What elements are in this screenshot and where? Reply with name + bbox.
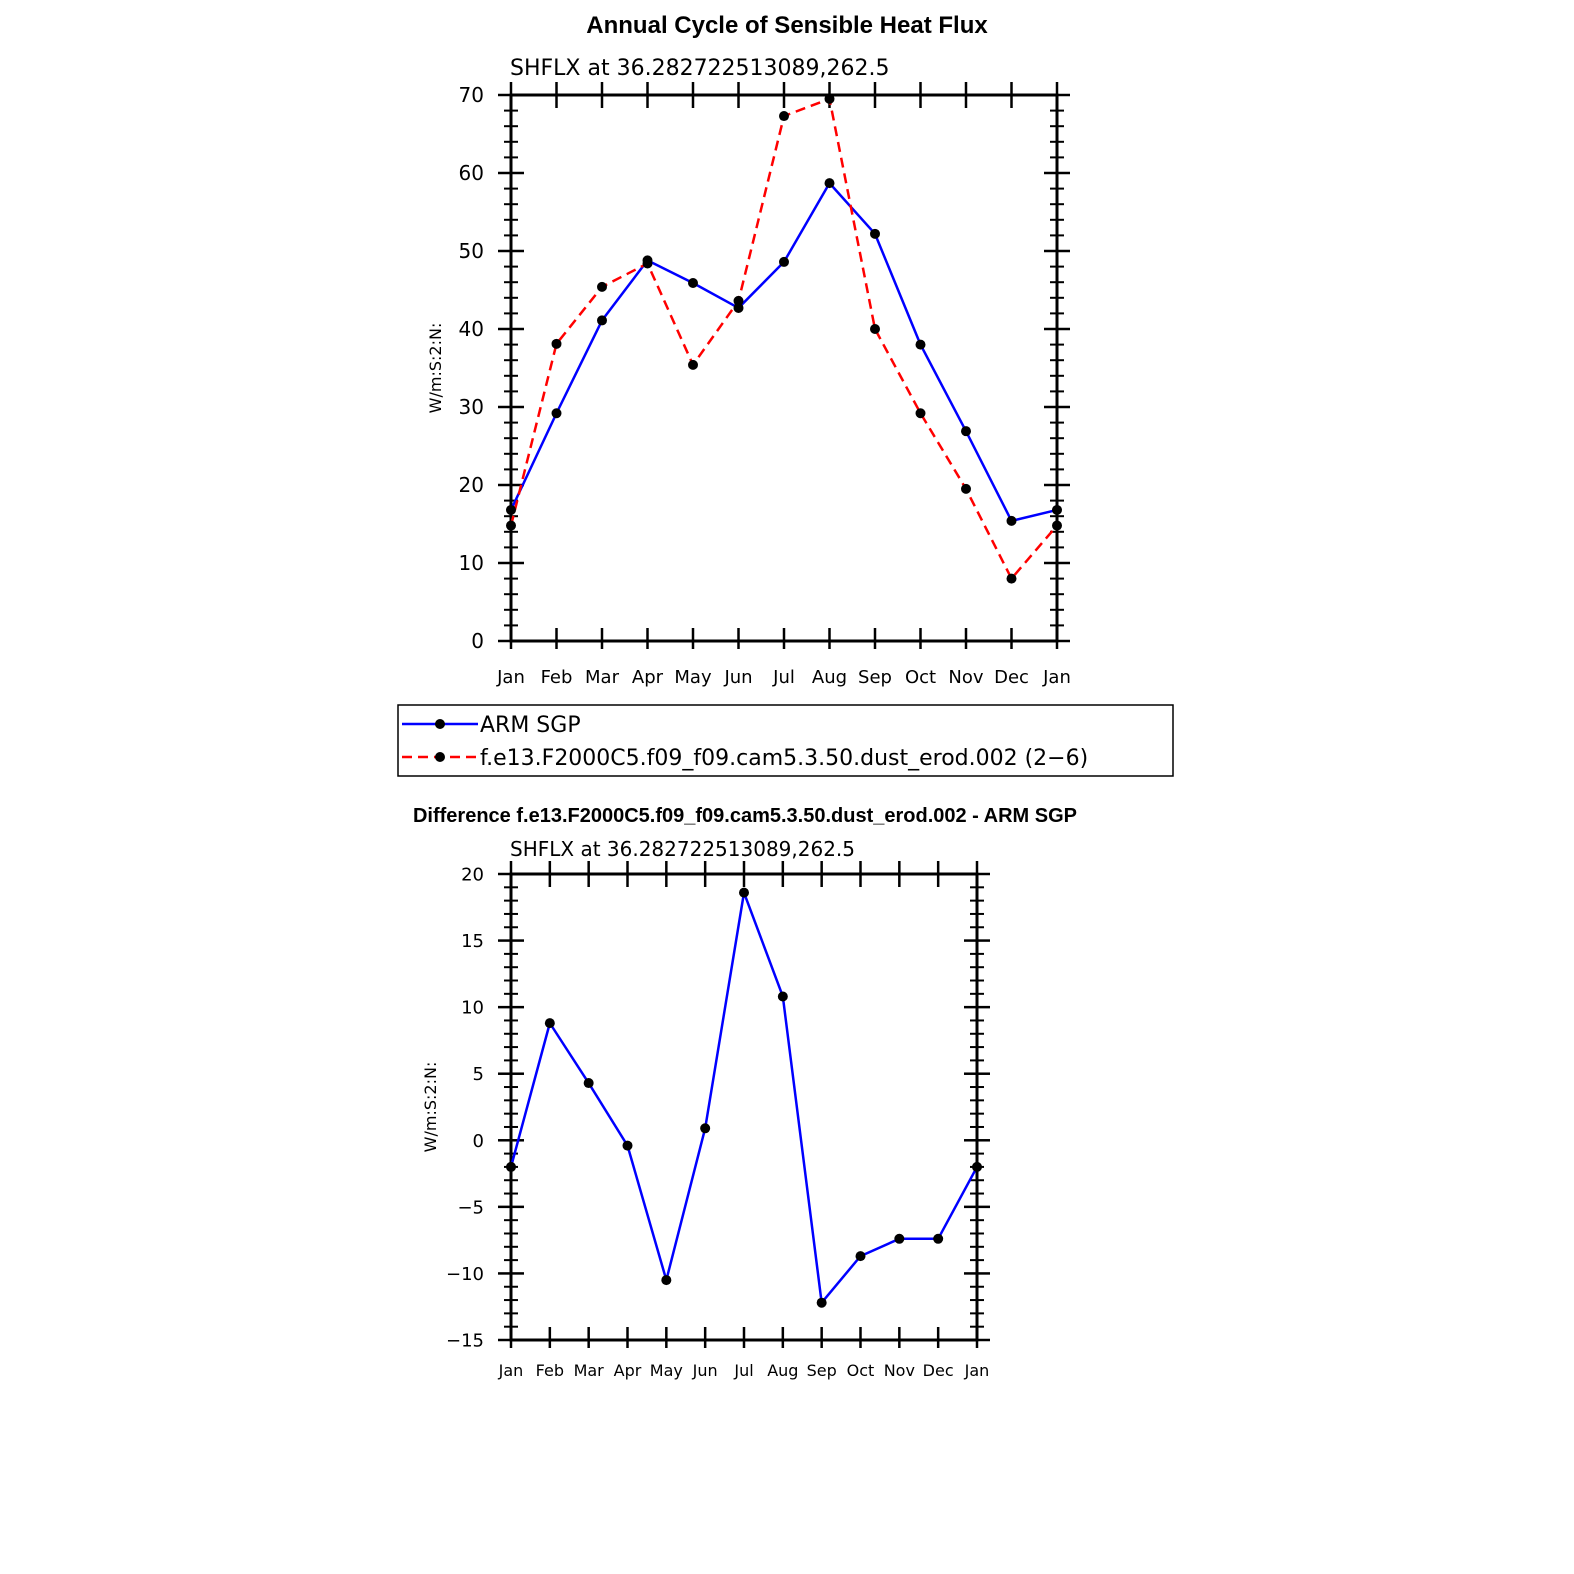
data-point [551, 408, 562, 419]
data-point [870, 228, 880, 239]
x-tick-label: Jan [1042, 667, 1071, 688]
chart1-plot-frame [509, 93, 1059, 643]
legend-frame [397, 704, 1174, 777]
data-point [551, 338, 562, 349]
data-point [661, 1275, 672, 1286]
x-tick-label: Aug [767, 1361, 798, 1380]
x-tick-label: Dec [994, 667, 1029, 688]
chart2-ylabel: W/m:S:2:N: [421, 1062, 440, 1153]
x-tick-label: Jun [692, 1361, 718, 1380]
y-tick-label: 0 [473, 1131, 484, 1152]
x-tick-label: Jul [772, 667, 795, 688]
legend-marker-model [435, 752, 445, 762]
data-point [779, 111, 789, 122]
x-tick-label: Nov [884, 1361, 915, 1380]
data-point [915, 408, 926, 419]
data-point [583, 1078, 594, 1089]
data-point [1006, 515, 1017, 526]
y-tick-label: 50 [459, 239, 484, 263]
series-line-1-0 [509, 891, 979, 1304]
y-tick-label: 20 [461, 864, 484, 885]
data-point [894, 1233, 905, 1244]
data-point [824, 93, 835, 104]
data-point [622, 1140, 633, 1151]
data-point [870, 324, 880, 334]
data-point [544, 1018, 555, 1029]
x-tick-label: Apr [632, 667, 664, 688]
y-tick-label: −5 [457, 1197, 484, 1218]
x-tick-label: Jan [498, 1361, 524, 1380]
data-point [779, 256, 789, 267]
x-tick-label: May [674, 667, 712, 688]
data-point [972, 1161, 982, 1172]
data-point [1006, 573, 1017, 584]
y-tick-label: −15 [446, 1330, 484, 1351]
data-point [739, 887, 749, 898]
data-point [855, 1251, 866, 1262]
legend-label-arm: ARM SGP [480, 713, 581, 738]
x-tick-label: May [650, 1361, 683, 1380]
data-point [700, 1123, 711, 1134]
series-line-0-0 [509, 181, 1058, 523]
x-tick-label: Sep [807, 1361, 837, 1380]
data-point [688, 359, 698, 370]
chart2-subtitle: SHFLX at 36.282722513089,262.5 [510, 837, 855, 861]
data-point [1052, 520, 1062, 531]
x-tick-label: Mar [585, 667, 620, 688]
data-point [733, 302, 744, 313]
y-tick-label: 10 [459, 551, 484, 575]
x-tick-label: Jun [723, 667, 752, 688]
x-tick-label: Jul [733, 1361, 753, 1380]
data-point [642, 258, 653, 269]
y-tick-label: 0 [471, 629, 484, 653]
y-tick-label: 5 [473, 1064, 484, 1085]
data-point [597, 281, 607, 292]
x-tick-label: Nov [948, 667, 983, 688]
legend-label-model: f.e13.F2000C5.f09_f09.cam5.3.50.dust_ero… [480, 746, 1088, 771]
legend-marker-arm [435, 719, 445, 729]
chart1-ylabel: W/m:S:2:N: [426, 323, 445, 414]
x-tick-label: Oct [905, 667, 936, 688]
x-tick-label: Jan [964, 1361, 990, 1380]
x-tick-label: Oct [847, 1361, 875, 1380]
x-tick-label: Jan [496, 667, 525, 688]
chart1-legend: ARM SGP f.e13.F2000C5.f09_f09.cam5.3.50.… [397, 704, 1174, 777]
data-point [506, 520, 516, 531]
x-tick-label: Aug [812, 667, 847, 688]
chart2-plot-frame [509, 872, 979, 1342]
y-tick-label: 40 [459, 317, 484, 341]
data-point [961, 483, 971, 494]
y-tick-label: −10 [446, 1264, 484, 1285]
x-tick-label: Dec [923, 1361, 954, 1380]
x-tick-label: Mar [574, 1361, 605, 1380]
x-tick-label: Feb [541, 667, 573, 688]
chart1-title: Annual Cycle of Sensible Heat Flux [586, 12, 988, 39]
data-point [506, 504, 516, 515]
chart2-title: Difference f.e13.F2000C5.f09_f09.cam5.3.… [413, 805, 1077, 827]
data-point [1052, 504, 1062, 515]
data-point [816, 1297, 827, 1308]
y-tick-label: 70 [459, 83, 484, 107]
y-tick-label: 60 [459, 161, 484, 185]
x-tick-label: Apr [614, 1361, 642, 1380]
y-tick-label: 20 [459, 473, 484, 497]
y-tick-label: 15 [461, 931, 484, 952]
data-point [777, 991, 788, 1002]
y-tick-label: 10 [461, 998, 484, 1019]
data-point [688, 277, 698, 288]
x-tick-label: Feb [536, 1361, 564, 1380]
x-tick-label: Sep [858, 667, 892, 688]
data-point [915, 339, 926, 350]
data-point [506, 1161, 516, 1172]
data-point [933, 1233, 944, 1244]
data-point [824, 178, 835, 189]
y-tick-label: 30 [459, 395, 484, 419]
data-point [597, 315, 607, 326]
data-point [961, 426, 971, 437]
data-point [733, 295, 744, 306]
chart1-subtitle: SHFLX at 36.282722513089,262.5 [510, 56, 890, 81]
